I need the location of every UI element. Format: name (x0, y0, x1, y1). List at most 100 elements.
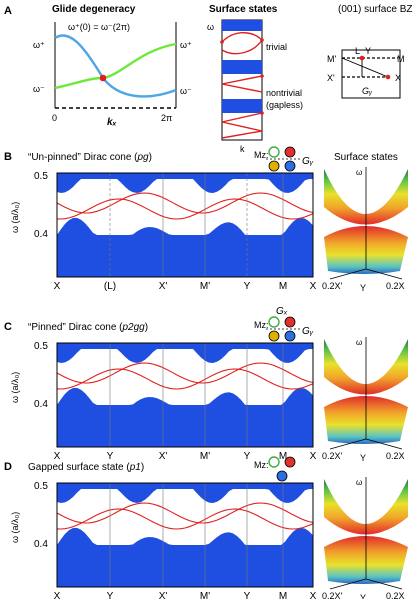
panel-c: C “Pinned” Dirac cone (p2gg) Mz: Gᵧ Gₓ 0.5 0.4… (4, 306, 408, 463)
upper-cone-surface (324, 169, 408, 225)
nontrivial-dot-1 (260, 74, 264, 78)
x-tick-label: Y (107, 591, 114, 599)
bz-label-m: M (397, 54, 405, 64)
panel-d: D Gapped surface state (p1) Mz: 0.5 0.4 ω (a/… (4, 456, 408, 599)
x-tick-label: X' (159, 591, 168, 599)
surface-state-curve (56, 502, 314, 524)
lower-bulk-band (57, 217, 313, 277)
mz-label: Mz: (254, 320, 269, 330)
omega-axis-label: ω (356, 338, 362, 347)
mz-label: Mz: (254, 460, 269, 470)
y-tick-label: 0.4 (34, 539, 48, 550)
glide-gy-label: Gᵧ (302, 156, 314, 167)
bulk-band-1 (222, 20, 262, 31)
panel-a: A Glide degeneracy ω⁺(0) = ω⁻(2π) ω⁺ ω⁻ … (4, 4, 412, 154)
x-tick-label: X (54, 451, 61, 462)
bz-point-y (359, 55, 365, 61)
x-tick-label: M' (200, 281, 210, 292)
lower-bulk-band (57, 527, 313, 587)
trivial-dot-right (260, 38, 264, 42)
x-axis-label: 0.2X (386, 281, 405, 291)
y-point-label: Y (360, 593, 366, 599)
mirror-even-blue-icon (276, 470, 288, 482)
panel-title: Gapped surface state (p1) (28, 462, 144, 473)
x-tick-label: X (54, 281, 61, 292)
y-point-label: Y (360, 283, 366, 293)
x-axis (365, 438, 403, 450)
band-plot (56, 342, 314, 448)
band-structure-panels: B “Un-pinned” Dirac cone (pg) Mz: Gᵧ 0.5 0.4 ω… (4, 146, 408, 599)
x-axis-label: 0.2X (386, 591, 405, 599)
xprime-axis-label: 0.2X' (322, 591, 343, 599)
glide-right-top: ω⁺ (180, 40, 192, 50)
glide-y-bottom: ω⁻ (33, 84, 45, 94)
upper-cone-surface (324, 339, 408, 395)
crossing-point (99, 74, 107, 82)
panel-letter: B (4, 151, 12, 163)
y-tick-label: 0.5 (34, 171, 48, 182)
x-tick-label: Y (107, 451, 114, 462)
nontrivial-state-curve (221, 75, 263, 139)
x-tick-label: X (310, 281, 317, 292)
glide-right-bottom: ω⁻ (180, 86, 192, 96)
glide-equation: ω⁺(0) = ω⁻(2π) (68, 22, 130, 32)
xprime-axis (329, 578, 367, 590)
bz-label-mprime: M' (327, 54, 336, 64)
upper-bulk-band (57, 483, 313, 503)
bz-label-x: X (395, 73, 401, 83)
x-axis (365, 578, 403, 590)
bz-point-x (385, 74, 391, 80)
mirror-odd-yellow-icon (268, 330, 280, 342)
x-tick-label: M (279, 281, 287, 292)
x-tick-label: X (54, 591, 61, 599)
x-tick-label: X (310, 451, 317, 462)
lower-bulk-band (57, 387, 313, 447)
xprime-axis-label: 0.2X' (322, 281, 343, 291)
mirror-even-blue-icon (284, 160, 296, 172)
y-tick-label: 0.5 (34, 341, 48, 352)
glide-gy-label: Gᵧ (302, 326, 314, 337)
plot-frame (56, 342, 314, 448)
x-tick-label: M' (200, 451, 210, 462)
mz-label: Mz: (254, 150, 269, 160)
band-plot (56, 172, 314, 278)
bz-label-l: L (355, 46, 360, 56)
y-axis-label: ω (a/λ₀) (10, 372, 20, 403)
x-tick-label: Y (244, 281, 251, 292)
glide-x-end: 2π (161, 113, 172, 123)
glide-title: Glide degeneracy (52, 4, 136, 15)
panel-letter: D (4, 461, 12, 473)
symmetry-symbols (266, 316, 300, 342)
omega-axis-label: ω (356, 168, 362, 177)
mirror-even-green-icon (268, 316, 280, 328)
panel-letter: A (4, 5, 12, 17)
surface-state-curve (56, 362, 314, 384)
glide-x-start: 0 (52, 113, 57, 123)
xprime-axis (329, 438, 367, 450)
surface-y-label: ω (207, 22, 214, 32)
mirror-odd-yellow-icon (268, 160, 280, 172)
green-band-curve (54, 42, 177, 90)
surface-state-3d-plot: ω 0.2X' Y 0.2X (322, 477, 408, 599)
symmetry-symbols (266, 146, 300, 172)
bz-label-y: Y (365, 46, 371, 56)
glide-degeneracy-plot: Glide degeneracy ω⁺(0) = ω⁻(2π) ω⁺ ω⁻ ω⁺… (33, 4, 192, 128)
nontrivial-dot-2 (260, 111, 264, 115)
y-tick-label: 0.5 (34, 481, 48, 492)
bz-diagonal (341, 57, 389, 78)
surface-bz-diagram: (001) surface BZ L Y M' M X' X Gᵧ (327, 4, 412, 99)
surface-state-curve (56, 198, 314, 220)
surface-title: Surface states (209, 4, 278, 15)
upper-bulk-band (57, 343, 313, 363)
bz-label-gy: Gᵧ (362, 86, 373, 96)
plot-frame (56, 172, 314, 278)
x-axis (365, 268, 403, 280)
trivial-dot-left (220, 40, 224, 44)
surface-state-curve (56, 508, 314, 530)
symmetry-symbols (268, 456, 296, 482)
bz-label-xprime: X' (327, 73, 335, 83)
surface-state-3d-plot: ω 0.2X' Y 0.2X (322, 167, 408, 293)
mirror-odd-red-icon (284, 456, 296, 468)
bulk-band-3 (222, 99, 262, 113)
x-axis-label: 0.2X (386, 451, 405, 461)
